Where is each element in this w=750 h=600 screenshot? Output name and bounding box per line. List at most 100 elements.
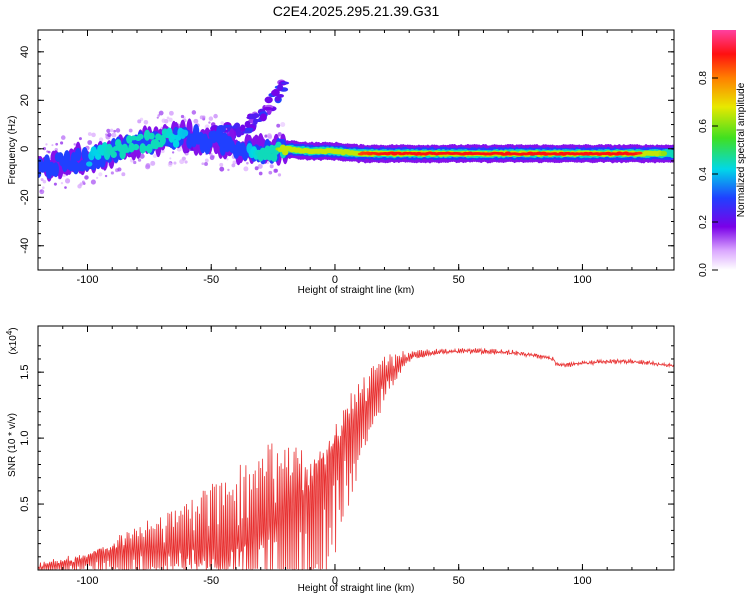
spectral-noise-point [277, 173, 282, 177]
spectral-noise-point [168, 110, 174, 116]
colorbar-tick-label: 0.2 [698, 215, 709, 229]
spectral-noise-point [117, 167, 122, 172]
spectral-ridge-segment [143, 129, 151, 141]
spectral-noise-point [139, 153, 145, 159]
spectral-noise-point [53, 182, 57, 186]
spectral-noise-point [42, 186, 45, 189]
spectral-ridge-segment [172, 139, 180, 148]
colorbar-label: Normalized spectral amplitude [736, 82, 747, 217]
spectral-noise-point [109, 128, 114, 133]
spectral-noise-point [254, 166, 259, 171]
spectral-branch-blob [271, 89, 280, 97]
snr-scale-label: (x104) [5, 327, 19, 354]
spectral-ridge-segment [669, 150, 674, 159]
spectral-noise-point [179, 159, 185, 165]
colorbar-tick-label: 0.4 [698, 167, 709, 181]
spectral-noise-point [219, 162, 224, 167]
spectral-ridge-segment [52, 162, 60, 178]
spectral-noise-point [111, 132, 117, 138]
spectral-noise-point [201, 162, 205, 166]
spectral-noise-point [266, 133, 272, 139]
spectral-noise-point [273, 168, 278, 173]
x-tick-label: -100 [76, 274, 98, 286]
y-tick-label: 1.5 [19, 365, 31, 380]
spectral-noise-point [280, 121, 286, 127]
spectral-noise-point [268, 170, 273, 175]
y-tick-label: -40 [19, 238, 31, 254]
spectral-noise-point [98, 172, 103, 177]
spectral-ridge-segment [72, 161, 80, 175]
spectral-noise-point [169, 157, 172, 160]
spectral-noise-point [45, 143, 48, 146]
spectrogram-x-label: Height of straight line (km) [298, 285, 415, 296]
x-tick-label: -50 [203, 274, 219, 286]
spectral-noise-point [87, 132, 92, 136]
spectral-noise-point [84, 175, 89, 180]
spectral-noise-point [160, 149, 165, 154]
spectral-noise-point [91, 132, 96, 138]
spectral-noise-point [167, 162, 173, 167]
spectral-noise-point [40, 178, 44, 182]
snr-frame [37, 325, 675, 571]
spectral-ridge-segment [74, 147, 82, 161]
spectral-noise-point [60, 181, 64, 185]
x-tick-label: 50 [453, 575, 465, 587]
spectral-branch-blob [263, 106, 273, 111]
spectral-noise-point [219, 166, 225, 172]
spectral-noise-point [105, 133, 108, 136]
spectral-branch-blob [264, 96, 273, 104]
spectrogram-y-label: Frequency (Hz) [7, 116, 18, 185]
colorbar-tick-label: 0.6 [698, 119, 709, 133]
spectral-ridge-segment [94, 152, 102, 160]
colorbar-tick-label: 0.8 [698, 71, 709, 85]
spectral-noise-point [226, 158, 229, 161]
snr-scale-prefix: (x10 [8, 335, 19, 355]
spectral-ridge-segment [110, 150, 117, 158]
spectral-noise-point [137, 158, 142, 162]
spectral-noise-point [208, 116, 214, 121]
spectral-noise-point [246, 161, 249, 165]
spectral-ridge-segment [132, 143, 140, 151]
spectral-noise-point [152, 153, 158, 159]
spectral-noise-point [184, 160, 188, 164]
spectral-noise-point [90, 179, 96, 185]
spectral-noise-point [110, 171, 114, 175]
spectral-noise-point [106, 128, 111, 133]
snr-x-label: Height of straight line (km) [298, 583, 415, 594]
x-tick-label: 50 [453, 274, 465, 286]
snr-ticks: -100 -50 0 50 100 0.5 1.0 1.5 [19, 326, 674, 587]
spectral-branch-blob [239, 124, 246, 132]
spectral-noise-point [171, 151, 175, 154]
x-tick-label: 100 [573, 575, 591, 587]
spectral-noise-point [107, 132, 112, 138]
spectral-noise-point [73, 143, 76, 146]
snr-marks [38, 347, 674, 570]
spectral-noise-point [113, 129, 117, 133]
spectral-noise-point [64, 186, 67, 189]
colorbar-ticks: 0.0 0.2 0.4 0.6 0.8 [698, 71, 718, 277]
spectral-noise-point [264, 134, 268, 138]
spectral-noise-point [150, 160, 156, 166]
colorbar: 0.0 0.2 0.4 0.6 0.8 Normalized spectral ampl… [698, 30, 747, 277]
x-tick-label: 100 [573, 274, 591, 286]
spectral-noise-point [199, 115, 204, 120]
spectrogram-marks [38, 79, 674, 195]
spectral-branch-blob [244, 127, 254, 131]
spectral-branch-blob [252, 118, 258, 125]
spectral-ridge-segment [636, 151, 643, 155]
spectral-ridge-segment [270, 152, 278, 162]
spectral-branch-blob [280, 81, 290, 85]
snr-scale-exp: 4 [5, 330, 14, 335]
snr-series-line [38, 347, 674, 570]
y-tick-label: 1.0 [19, 430, 31, 445]
spectral-noise-point [64, 178, 71, 184]
spectral-noise-point [161, 118, 166, 123]
spectral-noise-point [258, 171, 263, 176]
spectral-ridge-segment [660, 150, 668, 157]
spectral-noise-point [269, 164, 274, 169]
spectral-noise-point [95, 176, 99, 179]
spectral-noise-point [47, 150, 51, 154]
spectral-noise-point [211, 155, 215, 158]
spectral-noise-point [39, 189, 45, 195]
spectral-ridge-segment [137, 133, 144, 140]
